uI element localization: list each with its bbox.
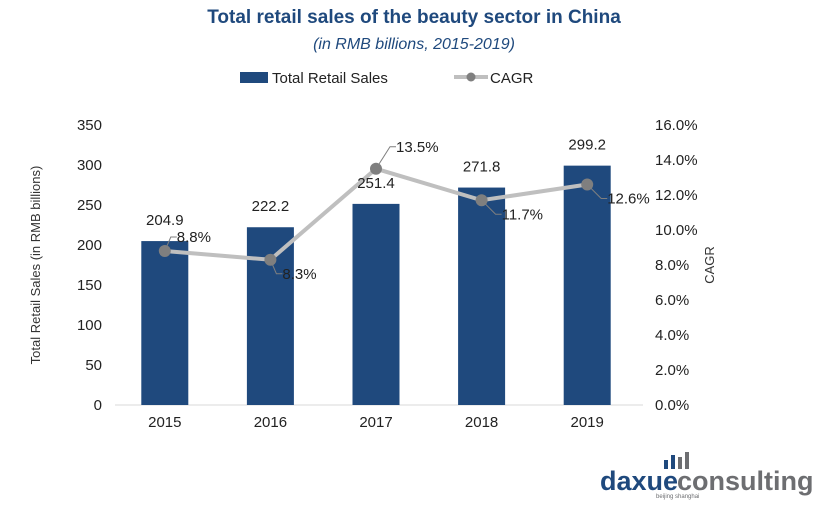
y2-tick-label: 14.0%: [655, 152, 698, 169]
cagr-data-label: 13.5%: [396, 139, 439, 156]
cagr-data-label: 8.8%: [177, 229, 211, 246]
y-tick-label: 100: [77, 317, 102, 334]
cagr-marker: [264, 253, 277, 266]
bar-data-label: 251.4: [357, 175, 395, 192]
x-tick-label: 2018: [465, 414, 498, 431]
y-tick-label: 0: [94, 397, 102, 414]
cagr-data-label: 12.6%: [607, 191, 650, 208]
y-tick-label: 350: [77, 117, 102, 134]
data-label-leader: [375, 146, 396, 170]
logo-daxue: daxue: [600, 466, 678, 496]
data-label-leader: [586, 184, 608, 199]
y2-tick-label: 4.0%: [655, 327, 689, 344]
x-tick-label: 2017: [359, 414, 392, 431]
chart-title: Total retail sales of the beauty sector …: [207, 7, 621, 28]
x-tick-label: 2016: [254, 414, 287, 431]
logo-tagline: beijing shanghai: [656, 494, 699, 500]
cagr-marker: [158, 245, 171, 257]
y2-tick-label: 6.0%: [655, 292, 689, 309]
x-tick-label: 2015: [148, 414, 181, 431]
bar: [141, 241, 189, 405]
cagr-data-label: 8.3%: [282, 266, 316, 283]
bar-data-label: 271.8: [463, 159, 501, 176]
x-tick-label: 2019: [571, 414, 604, 431]
y-tick-label: 300: [77, 157, 102, 174]
bar-data-label: 222.2: [252, 198, 290, 215]
cagr-marker: [370, 162, 382, 175]
bar-data-label: 204.9: [146, 212, 184, 229]
y-axis-label: Total Retail Sales (in RMB billions): [28, 166, 43, 365]
y2-tick-label: 2.0%: [655, 362, 689, 379]
logo: daxue consulting beijing shanghai: [600, 452, 814, 500]
bar-data-label: 299.2: [568, 137, 606, 154]
bar: [458, 187, 506, 405]
y-tick-label: 50: [85, 357, 102, 374]
chart-subtitle: (in RMB billions, 2015-2019): [313, 36, 515, 53]
y2-axis-label: CAGR: [702, 246, 717, 284]
y-tick-label: 200: [77, 237, 102, 254]
cagr-marker: [581, 178, 594, 191]
bar: [352, 203, 400, 405]
y2-tick-label: 8.0%: [655, 257, 689, 274]
y-tick-label: 250: [77, 197, 102, 214]
bar: [563, 165, 611, 405]
y2-tick-label: 0.0%: [655, 397, 689, 414]
y-tick-label: 150: [77, 277, 102, 294]
logo-consulting: consulting: [677, 466, 814, 496]
y2-tick-label: 10.0%: [655, 222, 698, 239]
data-label-leader: [481, 199, 502, 215]
y2-tick-label: 16.0%: [655, 117, 698, 134]
legend-bar-swatch: [240, 72, 268, 83]
legend-line-label: CAGR: [490, 70, 534, 87]
legend-line-marker: [466, 72, 476, 82]
legend-bar-label: Total Retail Sales: [272, 70, 388, 87]
y2-tick-label: 12.0%: [655, 187, 698, 204]
cagr-marker: [475, 194, 488, 207]
cagr-data-label: 11.7%: [502, 206, 543, 223]
